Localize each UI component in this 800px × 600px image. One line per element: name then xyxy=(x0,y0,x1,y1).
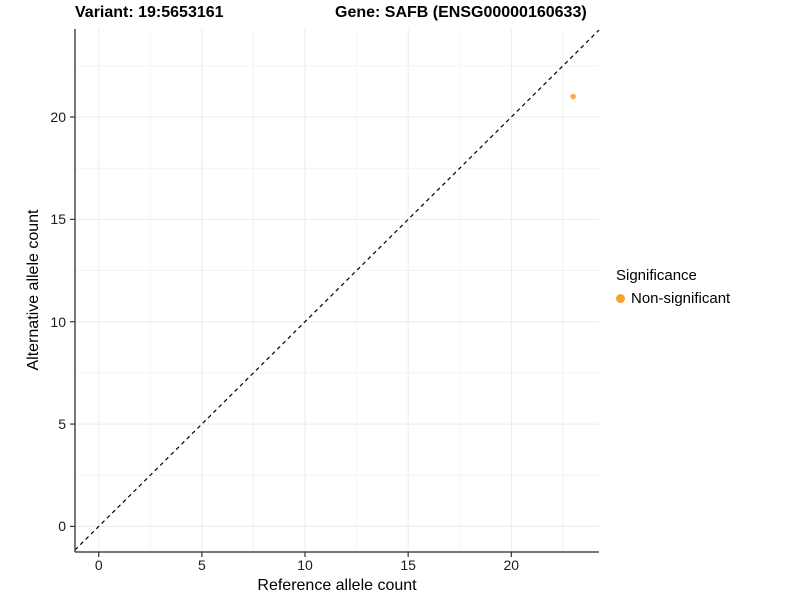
identity-dashed-line xyxy=(74,29,600,551)
y-tick-label: 20 xyxy=(50,109,66,126)
x-tick-label: 20 xyxy=(503,557,520,573)
legend-title: Significance xyxy=(616,267,697,284)
legend-item-label: Non-significant xyxy=(631,290,731,307)
y-axis-title: Alternative allele count xyxy=(25,209,42,371)
plot-title: Variant: 19:5653161 Gene: SAFB (ENSG0000… xyxy=(0,4,800,26)
y-tick-label: 5 xyxy=(58,416,66,433)
x-tick-label: 10 xyxy=(297,557,313,573)
plot-title-gene: Gene: SAFB (ENSG00000160633) xyxy=(335,4,587,21)
x-tick-label: 15 xyxy=(400,557,416,573)
plot-title-variant: Variant: 19:5653161 xyxy=(75,4,224,21)
x-axis-title: Reference allele count xyxy=(257,577,417,594)
y-tick-label: 10 xyxy=(50,313,66,330)
data-point xyxy=(570,93,577,100)
legend-item-non-significant: Non-significant xyxy=(616,290,730,307)
x-tick-label: 5 xyxy=(197,557,206,573)
legend: Significance Non-significant xyxy=(616,267,730,307)
x-tick-label: 0 xyxy=(94,557,103,573)
y-tick-label: 0 xyxy=(58,518,66,535)
legend-key-dot-icon xyxy=(616,294,625,303)
y-tick-label: 15 xyxy=(50,211,66,228)
